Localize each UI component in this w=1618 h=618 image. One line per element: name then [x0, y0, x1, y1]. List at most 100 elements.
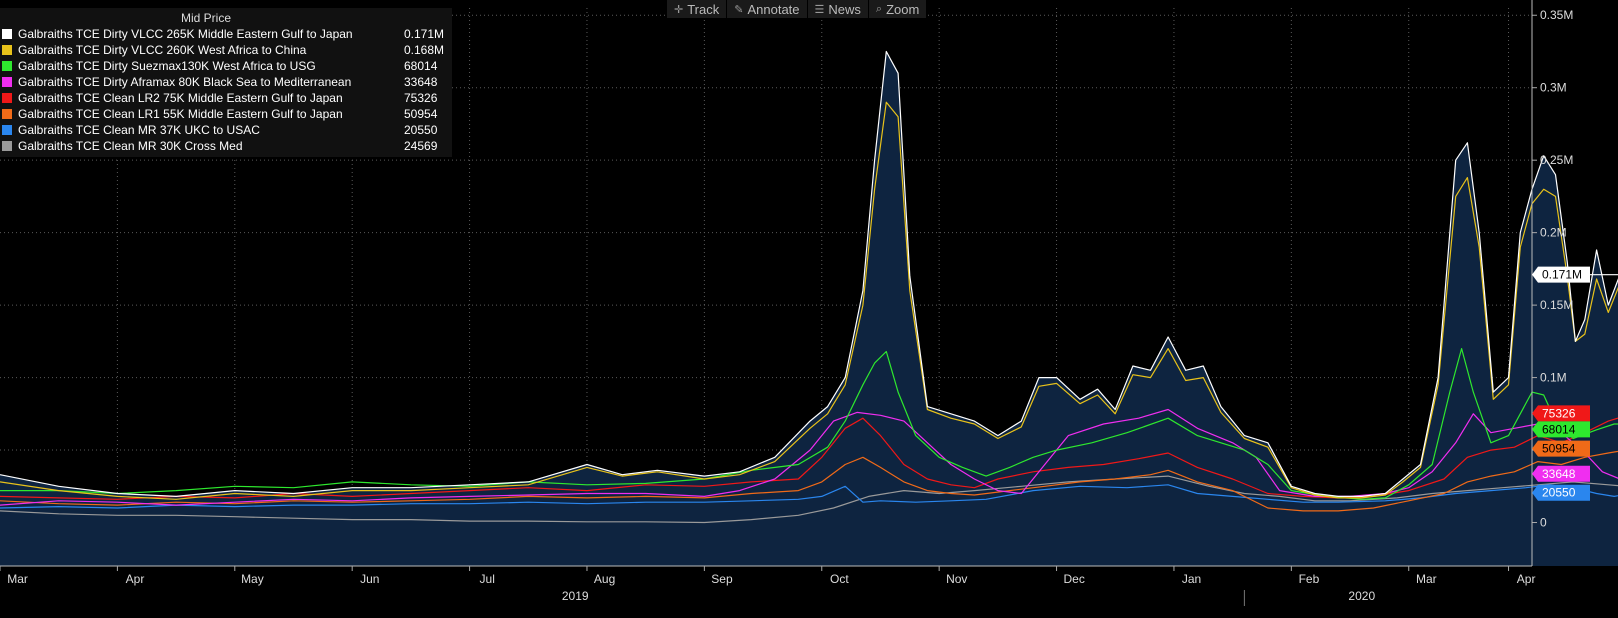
- label-text: 33648: [1542, 467, 1576, 481]
- y-tick-label: 0.35M: [1540, 8, 1573, 22]
- legend-item-name: Galbraiths TCE Dirty VLCC 265K Middle Ea…: [18, 27, 353, 41]
- pencil-icon: ✎: [734, 3, 744, 16]
- vlcc-area-fill: [0, 51, 1618, 566]
- legend-item[interactable]: Galbraiths TCE Dirty VLCC 265K Middle Ea…: [0, 26, 452, 42]
- news-button[interactable]: ☰ News: [807, 0, 869, 18]
- label-text: 20550: [1542, 486, 1576, 500]
- legend-swatch: [2, 45, 12, 55]
- legend-item-name: Galbraiths TCE Clean LR1 55K Middle East…: [18, 107, 343, 121]
- x-tick-label: Oct: [830, 572, 849, 586]
- legend-swatch: [2, 29, 12, 39]
- label-bg: [1532, 266, 1590, 283]
- legend-item-value: 50954: [404, 107, 438, 121]
- label-bg: [1532, 405, 1590, 422]
- series-line: [0, 417, 1618, 500]
- legend-swatch: [2, 109, 12, 119]
- x-tick-label: Sep: [711, 572, 733, 586]
- legend-item[interactable]: Galbraiths TCE Clean LR2 75K Middle East…: [0, 90, 452, 106]
- legend-item[interactable]: Galbraiths TCE Clean MR 30K Cross Med 24…: [0, 138, 452, 154]
- last-value-label: 20550: [1532, 484, 1590, 501]
- annotate-button[interactable]: ✎ Annotate: [727, 0, 808, 18]
- label-bg: [1532, 440, 1590, 457]
- y-tick-label: 0: [1540, 516, 1547, 530]
- legend-swatch: [2, 125, 12, 135]
- y-tick-label: 0.3M: [1540, 81, 1567, 95]
- legend-item-name: Galbraiths TCE Dirty Aframax 80K Black S…: [18, 75, 352, 89]
- y-tick-label: 0.15M: [1540, 298, 1573, 312]
- label-bg: [1532, 484, 1590, 501]
- label-bg: [1532, 465, 1590, 482]
- x-tick-label: Nov: [946, 572, 967, 586]
- legend-item-name: Galbraiths TCE Clean LR2 75K Middle East…: [18, 91, 343, 105]
- crosshair-icon: ✛: [674, 3, 684, 16]
- x-tick-label: Feb: [1299, 572, 1320, 586]
- last-value-label: 33648: [1532, 465, 1590, 482]
- magnifier-icon: ⌕: [875, 2, 883, 15]
- x-tick-label: Jan: [1182, 572, 1201, 586]
- legend-item[interactable]: Galbraiths TCE Dirty VLCC 260K West Afri…: [0, 42, 452, 58]
- label-bg: [1532, 421, 1590, 438]
- series-line: [0, 484, 1618, 509]
- legend-item-name: Galbraiths TCE Clean MR 37K UKC to USAC: [18, 123, 260, 137]
- legend-item-value: 0.168M: [404, 43, 445, 57]
- legend-item-value: 68014: [404, 59, 438, 73]
- x-tick-label: Jun: [360, 572, 379, 586]
- label-text: 75326: [1542, 406, 1576, 420]
- x-tick-label: Apr: [1517, 572, 1536, 586]
- series-lines: [0, 50, 1618, 524]
- legend-swatch: [2, 77, 12, 87]
- news-icon: ☰: [814, 3, 825, 16]
- y-tick-label: 0.1M: [1540, 371, 1567, 385]
- year-label: 2019: [562, 589, 589, 603]
- legend-item-value: 33648: [404, 75, 438, 89]
- x-tick-label: May: [241, 572, 264, 586]
- chart-legend: Mid Price Galbraiths TCE Dirty VLCC 265K…: [0, 8, 452, 157]
- legend-item-value: 20550: [404, 123, 438, 137]
- label-text: 50954: [1542, 442, 1576, 456]
- last-value-label: 50954: [1532, 440, 1590, 457]
- series-line: [0, 50, 1618, 497]
- chart-toolbar: ✛ Track ✎ Annotate ☰ News ⌕ Zoom: [667, 0, 928, 18]
- y-tick-label: 0.25M: [1540, 153, 1573, 167]
- series-line: [0, 450, 1618, 512]
- legend-swatch: [2, 93, 12, 103]
- news-label: News: [828, 1, 861, 17]
- legend-item-name: Galbraiths TCE Dirty VLCC 260K West Afri…: [18, 43, 307, 57]
- last-value-label: 75326: [1532, 405, 1590, 422]
- legend-title: Mid Price: [180, 11, 231, 25]
- year-label: 2020: [1348, 589, 1375, 603]
- last-value-label: 68014: [1532, 421, 1590, 438]
- track-label: Track: [687, 1, 720, 17]
- area-fill: [0, 51, 1618, 566]
- legend-item[interactable]: Galbraiths TCE Dirty Suezmax130K West Af…: [0, 58, 452, 74]
- label-text: 68014: [1542, 422, 1576, 436]
- y-tick-label: 0.2M: [1540, 226, 1567, 240]
- annotate-label: Annotate: [747, 1, 800, 17]
- legend-item[interactable]: Galbraiths TCE Dirty Aframax 80K Black S…: [0, 74, 452, 90]
- legend-item-name: Galbraiths TCE Dirty Suezmax130K West Af…: [18, 59, 316, 73]
- zoom-label: Zoom: [886, 1, 920, 17]
- legend-item[interactable]: Galbraiths TCE Clean LR1 55K Middle East…: [0, 106, 452, 122]
- x-tick-label: Mar: [1416, 572, 1437, 586]
- legend-item-value: 75326: [404, 91, 438, 105]
- legend-swatch: [2, 141, 12, 151]
- x-tick-label: Dec: [1063, 572, 1084, 586]
- legend-item-value: 0.171M: [404, 27, 445, 41]
- legend-item[interactable]: Galbraiths TCE Clean MR 37K UKC to USAC …: [0, 122, 452, 138]
- last-value-labels: 0.171M 75326 68014 50954 33648 20550: [1532, 266, 1590, 501]
- x-tick-label: Mar: [7, 572, 28, 586]
- x-tick-label: Jul: [480, 572, 495, 586]
- label-text: 0.171M: [1542, 268, 1582, 282]
- legend-item-value: 24569: [404, 139, 438, 153]
- series-line: [0, 408, 1618, 506]
- last-value-label: 0.171M: [1532, 266, 1590, 283]
- zoom-button[interactable]: ⌕ Zoom: [868, 0, 928, 18]
- series-line: [0, 101, 1618, 500]
- legend-item-name: Galbraiths TCE Clean MR 30K Cross Med: [18, 139, 243, 153]
- x-tick-label: Aug: [594, 572, 615, 586]
- legend-swatch: [2, 61, 12, 71]
- x-tick-label: Apr: [126, 572, 145, 586]
- track-button[interactable]: ✛ Track: [667, 0, 728, 18]
- series-line: [0, 475, 1618, 524]
